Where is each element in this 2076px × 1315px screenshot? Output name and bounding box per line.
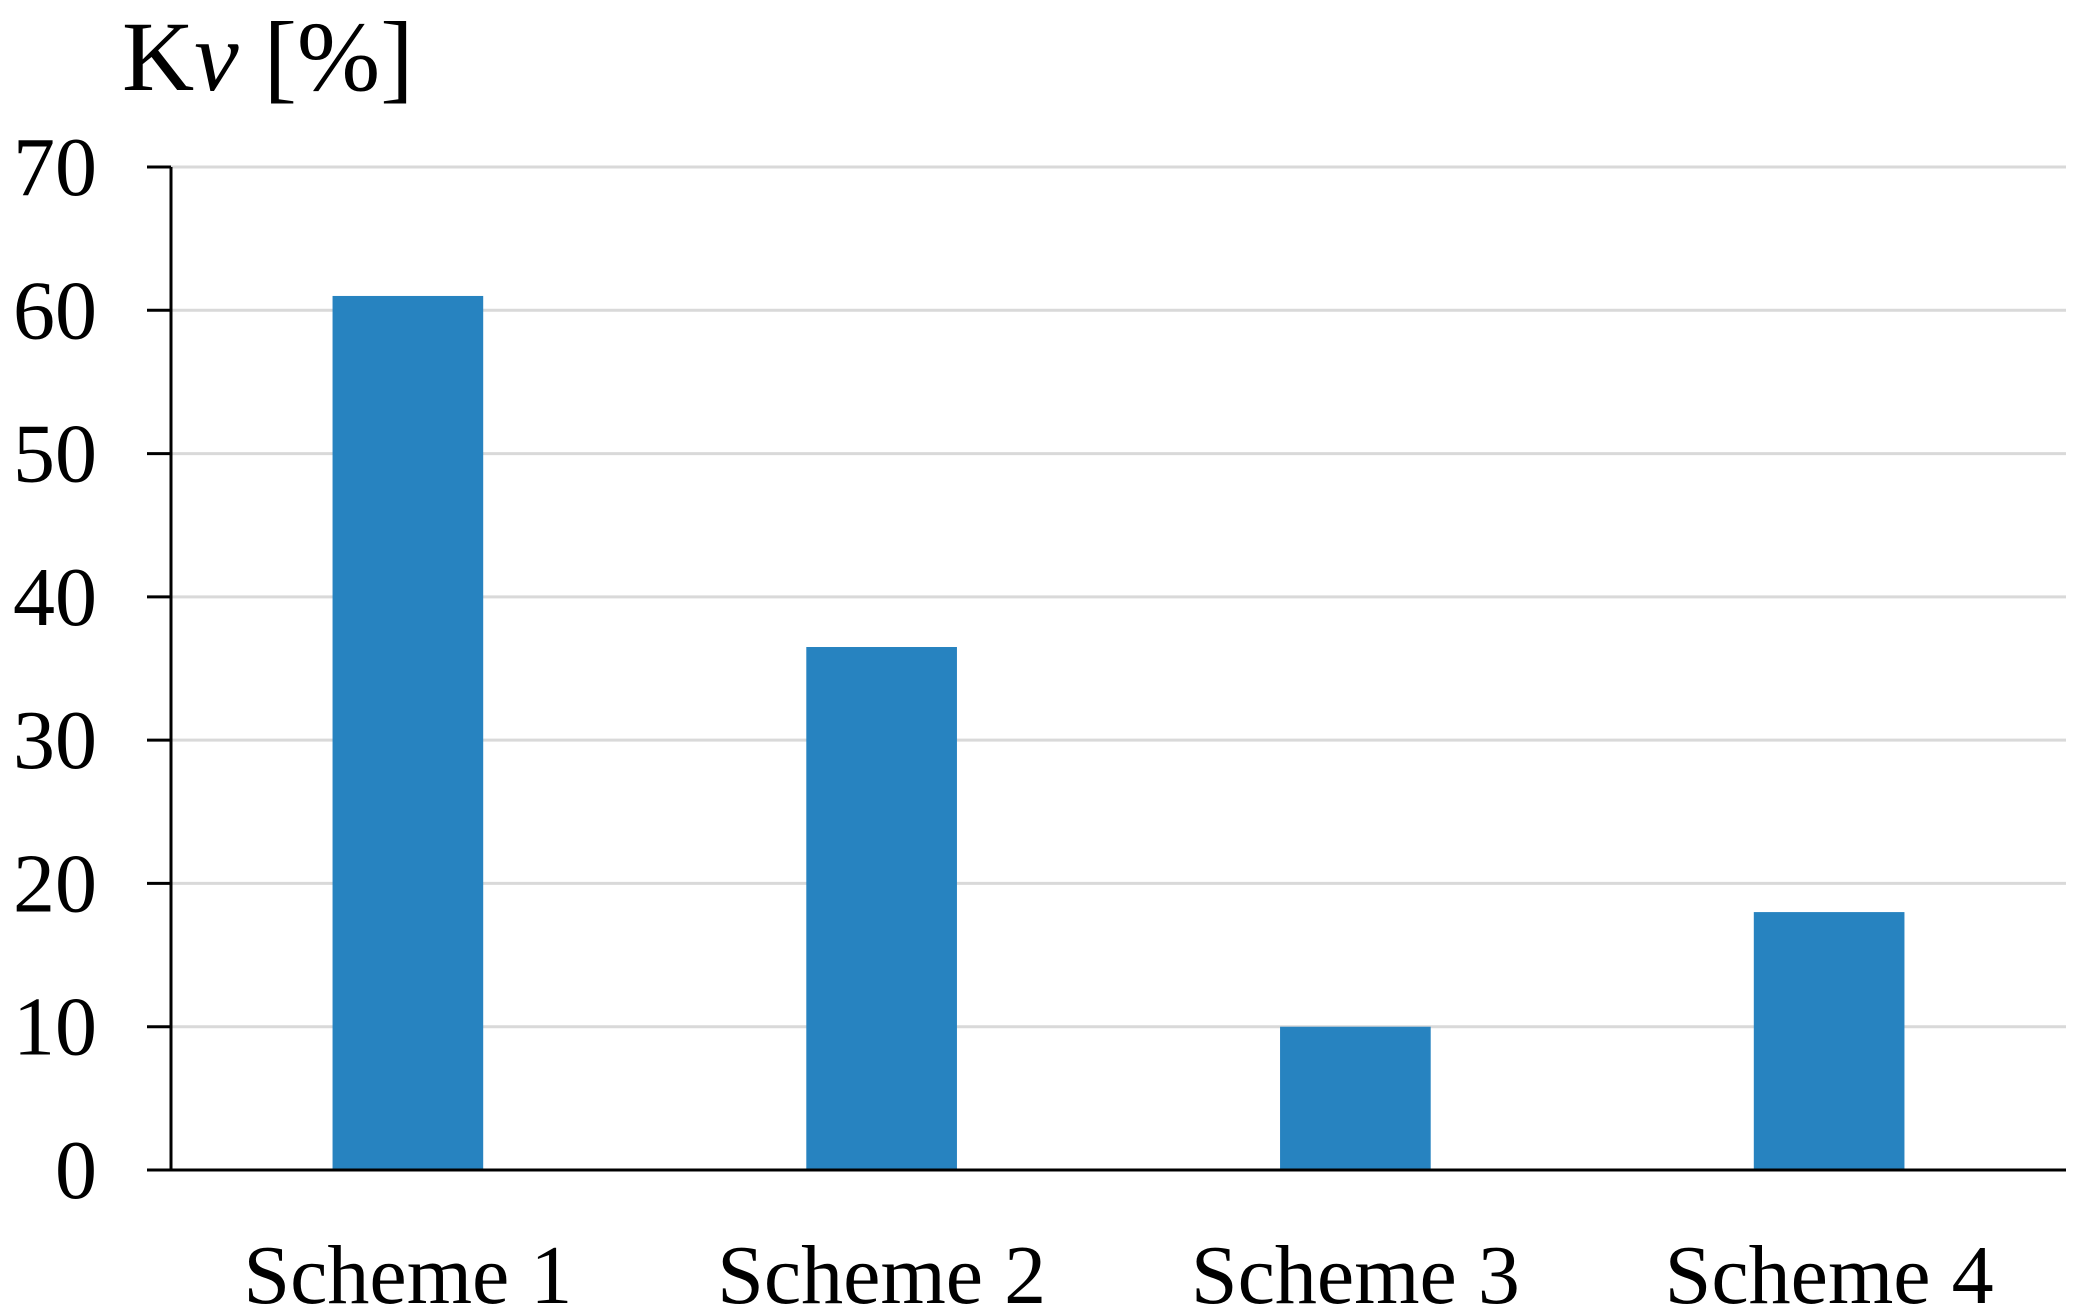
bars <box>332 295 1905 1170</box>
bar-scheme-1 <box>332 295 484 1170</box>
bar-scheme-4 <box>1753 912 1905 1170</box>
x-category-labels: Scheme 1 Scheme 2 Scheme 3 Scheme 4 <box>243 1229 1993 1315</box>
x-category-label: Scheme 4 <box>1665 1229 1994 1315</box>
gridlines <box>171 165 2066 1029</box>
y-tick-label: 30 <box>13 694 97 787</box>
y-tick-label: 10 <box>13 981 97 1074</box>
bar-scheme-3 <box>1280 1026 1431 1170</box>
y-tick-label: 40 <box>13 551 97 644</box>
y-tick-label: 70 <box>13 121 97 214</box>
y-tick-label: 0 <box>55 1124 97 1217</box>
x-category-label: Scheme 2 <box>717 1229 1046 1315</box>
bar-scheme-2 <box>806 647 957 1170</box>
x-category-label: Scheme 3 <box>1191 1229 1520 1315</box>
y-tick-label: 50 <box>13 408 97 501</box>
y-axis-label-prefix: K <box>122 1 194 112</box>
y-axis-label: Kv [%] <box>122 1 414 112</box>
y-tick-label: 20 <box>13 837 97 930</box>
x-category-label: Scheme 1 <box>243 1229 572 1315</box>
y-axis-label-symbol: v <box>194 1 239 112</box>
axes <box>147 165 2066 1172</box>
y-axis-label-unit: [%] <box>239 1 414 112</box>
y-tick-label: 60 <box>13 264 97 357</box>
y-tick-labels: 0 10 20 30 40 50 60 70 <box>13 121 97 1217</box>
